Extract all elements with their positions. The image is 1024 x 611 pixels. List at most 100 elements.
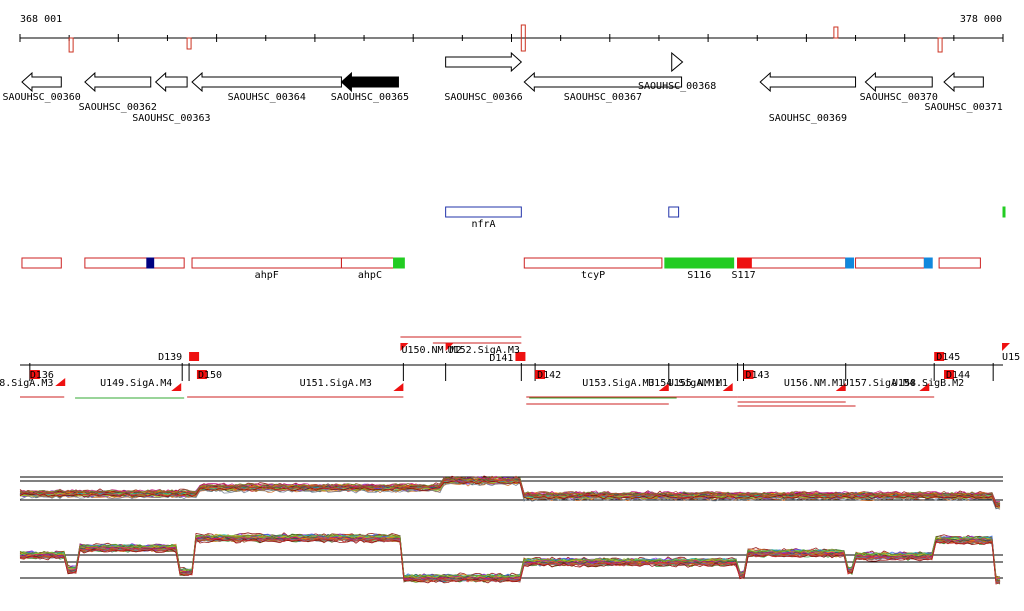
coordinate-ruler: 368 001 378 000 [19,14,1004,53]
transcript-start-marker [1002,343,1011,351]
transcript-label: U157.SigA.M4 [843,378,915,389]
transcript-label: U149.SigA.M4 [100,378,172,389]
gene-arrow [671,51,684,73]
transcript-label: U156.NM.M1 [784,378,844,389]
gene-arrow [84,71,152,93]
feature-box [845,257,855,269]
gene-label: SAOUHSC_00360 [2,92,80,103]
feature-box [938,257,981,269]
expression-profile-line [19,476,1001,506]
transcript-end-marker [934,352,945,361]
transcript-label: U15 [1002,352,1020,363]
transcript-start-marker [171,383,182,391]
expression-profile-line [19,537,1001,585]
feature-track-upper: nfrA [445,206,1006,230]
ruler-end-label: 378 000 [960,14,1002,25]
gene-label: SAOUHSC_00366 [444,92,522,103]
transcript-label: D143 [745,370,769,381]
transcript-start-marker [722,383,733,391]
gene-label: SAOUHSC_00365 [331,92,409,103]
gene-arrow [154,71,188,93]
expression-profile-line [19,533,1001,581]
transcript-label: U155.NM.M1 [668,378,728,389]
feature-label: ahpC [358,270,382,281]
transcript-label: U158.SigB.M2 [892,378,964,389]
feature-box [668,206,680,218]
feature-box [737,257,847,269]
transcript-label: D139 [158,352,182,363]
feature-label: S116 [687,270,711,281]
feature-box [737,257,752,269]
transcript-start-marker [55,378,66,386]
feature-box [84,257,185,269]
feature-box [523,257,663,269]
expression-profile-line [19,479,1001,507]
transcript-label: 8.SigA.M3 [0,378,53,389]
feature-label: tcyP [581,270,605,281]
gene-arrow [864,71,933,93]
transcript-start-marker [393,383,404,391]
gene-label: SAOUHSC_00368 [638,81,716,92]
ruler-marker [68,37,74,53]
expression-profile-line [19,537,1001,581]
gene-arrow [445,51,523,73]
feature-box [855,257,925,269]
gene-label: SAOUHSC_00370 [860,92,938,103]
transcript-start-marker [919,383,930,391]
expression-profile-line [19,534,1001,581]
feature-box [1002,206,1006,218]
transcript-end-marker [944,370,955,379]
feature-box [445,206,522,218]
gene-arrow [523,71,683,93]
transcript-start-marker [445,343,454,351]
feature-label: nfrA [471,219,495,230]
transcript-start-marker [658,383,669,391]
gene-label: SAOUHSC_00363 [132,113,210,124]
gene-label: SAOUHSC_00369 [769,113,847,124]
feature-label: S117 [732,270,756,281]
ruler-start-label: 368 001 [20,14,62,25]
expression-profile-line [19,535,1001,581]
transcript-start-marker [835,383,846,391]
transcript-label: U150.NM.M2 [401,345,461,356]
transcript-end-marker [29,370,40,379]
expression-profile-line [19,534,1001,580]
expression-profile-line [19,481,1001,510]
expression-profile-line [19,533,1001,579]
feature-label: ahpF [255,270,279,281]
transcript-end-marker [743,370,754,379]
expression-profile-line [19,480,1001,508]
transcript-label: D145 [936,352,960,363]
transcript-label: D141 [489,353,513,364]
gene-arrow [943,71,984,93]
transcript-end-marker [515,352,526,361]
feature-box [393,257,405,269]
transcript-label: D144 [946,370,970,381]
gene-label: SAOUHSC_00367 [564,92,642,103]
transcript-start-marker [400,343,409,351]
gene-label: SAOUHSC_00362 [79,102,157,113]
gene-label: SAOUHSC_00371 [925,102,1003,113]
transcript-end-marker [196,370,207,379]
ruler-marker [833,26,839,39]
expression-profile-track-1 [19,475,1003,510]
transcript-label: D150 [198,370,222,381]
expression-profile-line [19,535,1001,580]
expression-profile-line [19,536,1001,581]
gene-arrow [759,71,857,93]
transcript-end-marker [189,352,200,361]
gene-arrow [340,71,399,93]
transcript-label: U153.SigA.M3 [582,378,654,389]
feature-box [191,257,342,269]
ruler-marker [937,37,943,53]
feature-box [340,257,399,269]
gene-arrow [191,71,342,93]
feature-box [146,257,155,269]
feature-box [923,257,933,269]
ruler-marker [186,37,192,50]
expression-profile-track-2 [19,532,1003,585]
expression-profile-line [19,533,1001,580]
transcript-label: U151.SigA.M3 [300,378,372,389]
